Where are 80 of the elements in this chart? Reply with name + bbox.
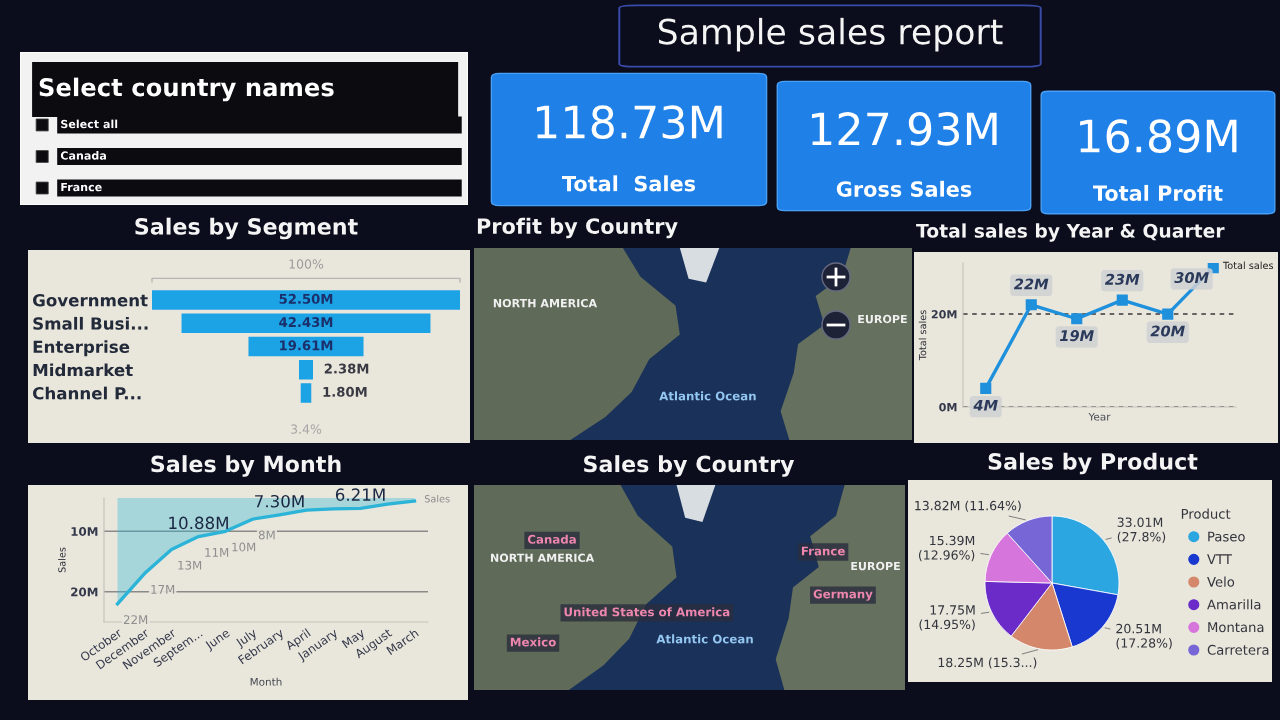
data-label: 23M: [1104, 273, 1140, 285]
legend-label: Paseo: [1208, 531, 1245, 542]
text: NORTH AMERICA: [493, 298, 598, 308]
text: Select country names: [39, 77, 334, 102]
data-label: 18.25M (15.3...): [938, 657, 1037, 669]
legend-label: Amarilla: [1207, 599, 1261, 610]
text: 100%: [289, 259, 324, 269]
text: Canada: [60, 151, 106, 160]
data-label: 30M: [1174, 272, 1209, 284]
text: Sample sales report: [658, 17, 1003, 52]
chart-title: Sales by Product: [988, 452, 1198, 475]
y-axis-title: Total sales: [918, 310, 927, 361]
text: 118.73M: [536, 105, 722, 139]
annotation: 7.30M: [255, 494, 304, 508]
text: Mexico: [510, 637, 556, 647]
chart-title: Total sales by Year & Quarter: [916, 223, 1225, 242]
text: Gross Sales: [836, 180, 972, 197]
series-label: Sales: [424, 494, 450, 503]
data-label: 2.38M: [324, 363, 369, 374]
text: Total Sales: [562, 175, 696, 192]
point: [1116, 294, 1128, 306]
text: NORTH AMERICA: [491, 553, 595, 563]
text: Profit by Country: [477, 217, 678, 239]
y-tick-label: 0M: [939, 402, 957, 412]
text: United States of America: [564, 607, 730, 617]
legend-label: VTT: [1207, 554, 1232, 564]
data-label: 13M: [178, 560, 202, 570]
legend-label: Carretera: [1207, 644, 1269, 655]
text: Sales by Segment: [135, 217, 358, 240]
point: [1071, 313, 1083, 325]
category-label: Enterprise: [33, 340, 130, 357]
data-label: 13.82M (11.64%): [915, 500, 1021, 512]
x-axis-title: Year: [1088, 412, 1111, 421]
data-label: 10M: [232, 542, 256, 552]
text: EUROPE: [851, 561, 900, 571]
data-label: 22M: [1013, 278, 1049, 290]
text: France: [801, 546, 845, 556]
text: Germany: [813, 589, 873, 601]
chart-title: Sales by Month: [151, 455, 341, 477]
data-label: 11M: [205, 548, 229, 557]
category-label: Midmarket: [33, 363, 133, 377]
category-label: Small Busi...: [33, 316, 148, 330]
legend-title: Product: [1181, 508, 1231, 519]
data-label: 15.39M (12.96%): [918, 535, 975, 562]
text: France: [61, 182, 102, 192]
data-label: 17.75M (14.95%): [919, 605, 975, 631]
data-label: 42.43M: [279, 317, 333, 328]
point: [1162, 308, 1174, 320]
point: [1025, 299, 1037, 311]
data-label: 20M: [1150, 325, 1185, 337]
text: 16.89M: [1080, 119, 1237, 153]
data-label: 20.51M (17.28%): [1116, 623, 1172, 650]
text: EUROPE: [858, 314, 907, 324]
text: Canada: [527, 534, 576, 544]
text: 127.93M: [811, 112, 997, 146]
data-label: 19.61M: [280, 340, 333, 351]
data-label: 8M: [258, 530, 275, 540]
data-label: 4M: [973, 399, 998, 411]
x-axis-title: Month: [250, 677, 282, 686]
data-label: 33.01M (27.8%): [1117, 517, 1166, 543]
category-label: Government: [33, 293, 148, 307]
text: Select all: [61, 119, 118, 129]
data-label: 19M: [1059, 330, 1094, 342]
data-label: 22M: [123, 615, 148, 624]
data-label: 1.80M: [323, 386, 367, 397]
data-label: 52.50M: [279, 293, 333, 304]
annotation: 6.21M: [335, 488, 385, 501]
text: Atlantic Ocean: [656, 634, 753, 644]
point: [980, 382, 992, 394]
annotation: 10.88M: [169, 516, 228, 530]
text: Sales by Country: [584, 455, 795, 477]
legend-label: Montana: [1208, 622, 1264, 633]
text: 3.4%: [291, 424, 322, 434]
series-label: Total sales: [1222, 261, 1274, 270]
legend-label: Velo: [1207, 576, 1235, 587]
text: Atlantic Ocean: [659, 391, 756, 401]
y-axis-title: Sales: [58, 547, 66, 573]
category-label: Channel P...: [33, 386, 141, 400]
data-label: 17M: [151, 585, 175, 594]
text: Total Profit: [1093, 184, 1223, 202]
